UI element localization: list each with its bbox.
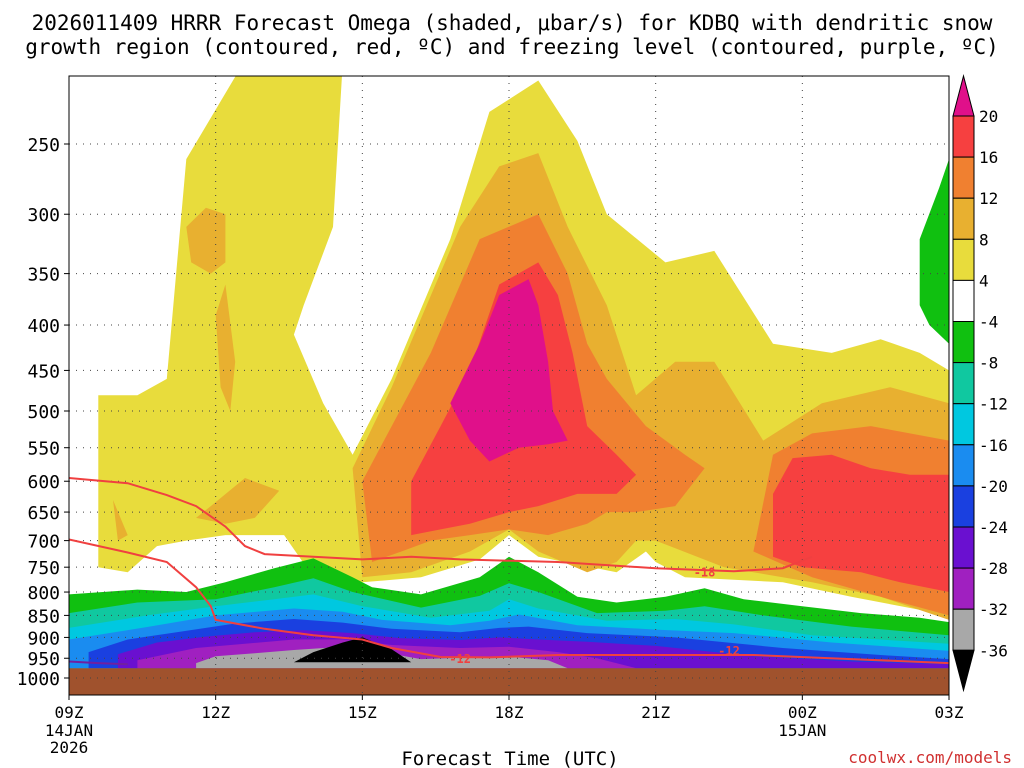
colorbar-label-2: 12 [979, 189, 998, 208]
colorbar-label-13: -36 [979, 641, 1008, 660]
omega-region-12 [919, 159, 949, 344]
colorbar-label-12: -32 [979, 600, 1008, 619]
y-tick-label-450: 450 [27, 361, 60, 382]
x-tick-label-3: 18Z [495, 703, 524, 722]
x-tick-label-6: 03Z [935, 703, 964, 722]
colorbar-swatch-10 [952, 485, 975, 528]
x-axis-label: Forecast Time (UTC) [401, 748, 618, 768]
y-tick-label-500: 500 [27, 402, 60, 423]
colorbar-swatch-2 [952, 156, 975, 199]
colorbar-label-1: 16 [979, 148, 998, 167]
colorbar-swatch-9 [952, 444, 975, 487]
colorbar-swatch-1 [952, 115, 975, 158]
colorbar-swatch-8 [952, 403, 975, 446]
colorbar: 20 16 12 8 4 -4 -8 -12 -16 -20 -24 -28 -32 -36 [952, 74, 1008, 693]
y-tick-label-550: 550 [27, 439, 60, 460]
y-tick-label-950: 950 [27, 649, 60, 670]
y-tick-label-300: 300 [27, 205, 60, 226]
dgz-contour-line-1 [69, 538, 949, 665]
dgz-contour-line-0 [69, 477, 813, 573]
colorbar-swatch-5 [952, 279, 975, 322]
colorbar-label-8: -16 [979, 436, 1008, 455]
chart-title-line1: 2026011409 HRRR Forecast Omega (shaded, … [32, 11, 993, 35]
x-tick-label-2: 15Z [348, 703, 377, 722]
omega-region-9 [773, 454, 949, 592]
y-tick-label-350: 350 [27, 265, 60, 286]
y-tick-label-1000: 1000 [17, 669, 60, 690]
colorbar-swatch-6 [952, 321, 975, 364]
y-tick-label-700: 700 [27, 532, 60, 553]
colorbar-label-4: 4 [979, 271, 989, 290]
colorbar-label-3: 8 [979, 230, 989, 249]
x-sublabel-0-1: 2026 [50, 738, 89, 757]
chart-title-line2: growth region (contoured, red, ºC) and f… [25, 35, 999, 59]
y-tick-label-800: 800 [27, 583, 60, 604]
y-tick-label-250: 250 [27, 135, 60, 156]
omega-region-2 [186, 207, 226, 274]
y-tick-label-600: 600 [27, 472, 60, 493]
x-tick-label-5: 00Z [788, 703, 817, 722]
colorbar-label-7: -12 [979, 395, 1008, 414]
surface-ground [69, 668, 949, 695]
dgz-contours: -18 -12 -12 [69, 477, 949, 666]
dgz-contour-label-0: -18 [694, 565, 716, 579]
dgz-contour-label-1: -12 [449, 652, 471, 666]
colorbar-swatch-7 [952, 362, 975, 405]
colorbar-swatch-11 [952, 526, 975, 569]
omega-region-4 [113, 500, 128, 541]
colorbar-swatch-13 [952, 608, 975, 651]
x-sublabel-1-0: 15JAN [778, 721, 826, 740]
x-tick-label-1: 12Z [201, 703, 230, 722]
y-tick-label-400: 400 [27, 316, 60, 337]
y-tick-label-900: 900 [27, 628, 60, 649]
x-sublabel-0-0: 14JAN [45, 721, 93, 740]
omega-region-5 [215, 284, 236, 411]
y-axis: 2503003504004505005506006507007508008509… [17, 135, 69, 690]
omega-region-20 [293, 637, 412, 663]
colorbar-label-5: -4 [979, 313, 998, 332]
colorbar-label-6: -8 [979, 354, 998, 373]
freezing-level-line [69, 660, 128, 666]
y-tick-label-650: 650 [27, 503, 60, 524]
x-tick-label-4: 21Z [641, 703, 670, 722]
colorbar-label-9: -20 [979, 477, 1008, 496]
credit-text: coolwx.com/models [848, 748, 1012, 767]
colorbar-label-10: -24 [979, 518, 1008, 537]
y-tick-label-750: 750 [27, 558, 60, 579]
colorbar-swatch-4 [952, 238, 975, 281]
colorbar-top-arrow [952, 74, 975, 117]
colorbar-bottom-arrow [952, 649, 975, 693]
colorbar-label-11: -28 [979, 559, 1008, 578]
colorbar-swatch-3 [952, 197, 975, 240]
colorbar-swatch-12 [952, 567, 975, 610]
dgz-contour-label-1b: -12 [718, 644, 740, 658]
colorbar-label-0: 20 [979, 107, 998, 126]
surface-layer [69, 668, 949, 695]
x-tick-label-0: 09Z [55, 703, 84, 722]
y-tick-label-850: 850 [27, 606, 60, 627]
